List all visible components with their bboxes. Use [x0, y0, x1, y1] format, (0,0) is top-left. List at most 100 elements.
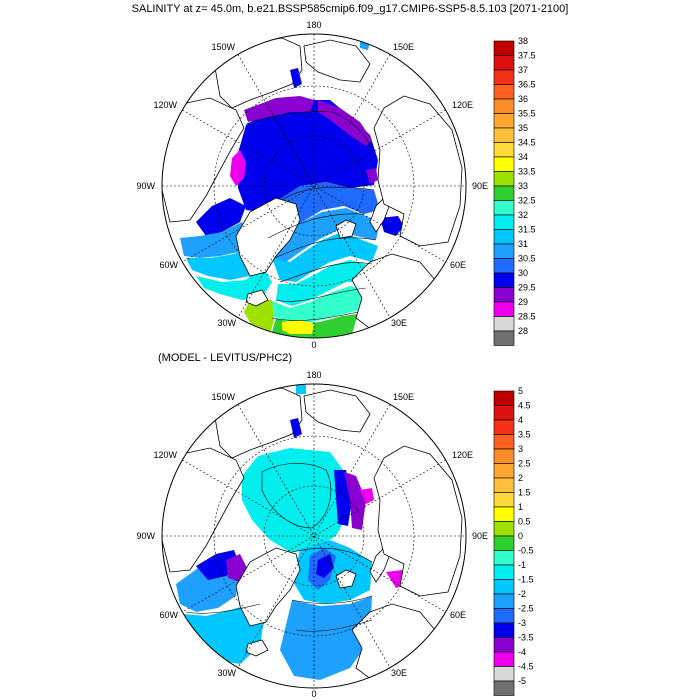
lon-label: 0: [311, 340, 316, 350]
colorbar-label: 36: [518, 94, 528, 104]
field-bering-blue: [290, 68, 302, 88]
colorbar-swatch: [493, 593, 515, 609]
colorbar-label: 30: [518, 268, 528, 278]
land2-svalbard: [335, 569, 357, 589]
map2-fields: [162, 384, 463, 681]
colorbar-swatch: [493, 506, 515, 522]
land-canada: [162, 97, 245, 223]
colorbar-swatch: [493, 55, 515, 71]
map1-longitude-labels: 180 150E 120E 90E 60E 30E 0 30W 60W 90W …: [136, 20, 488, 350]
colorbar-swatch: [493, 419, 515, 435]
colorbar-label: -0.5: [518, 546, 534, 556]
panel2-title: (MODEL - LEVITUS/PHC2): [158, 352, 293, 364]
colorbar-label: 2: [518, 473, 523, 483]
lon-label: 30E: [391, 668, 407, 678]
colorbar-swatch: [493, 243, 515, 259]
colorbar-swatch: [493, 301, 515, 317]
lon-label: 0: [311, 689, 316, 699]
colorbar-swatch: [493, 69, 515, 85]
colorbar-swatch: [493, 405, 515, 421]
field-32.5-33: [270, 286, 366, 322]
colorbar-label: 0: [518, 531, 523, 541]
field-34-34.5: [282, 320, 314, 334]
colorbar-swatch: [493, 477, 515, 493]
colorbar-label: 33: [518, 181, 528, 191]
colorbar-label: 31.5: [518, 225, 536, 235]
colorbar-swatch: [493, 390, 515, 406]
lon-label: 90W: [136, 531, 155, 541]
colorbar-label: -4: [518, 647, 526, 657]
lon-label: 30E: [391, 318, 407, 328]
colorbar-swatch: [493, 127, 515, 143]
colorbar-label: 34: [518, 152, 528, 162]
lon-label: 90E: [472, 531, 488, 541]
colorbar-swatch: [493, 156, 515, 172]
colorbar-label: 35.5: [518, 109, 536, 119]
map2-graticule: [162, 384, 466, 688]
colorbar-label: -1.5: [518, 575, 534, 585]
land2-greenland: [235, 547, 301, 627]
colorbar-label: 34.5: [518, 138, 536, 148]
colorbar-label: 32: [518, 210, 528, 220]
field-diff-minus2.5: [316, 554, 334, 578]
colorbar-label: 1.5: [518, 488, 531, 498]
colorbar-label: 0.5: [518, 517, 531, 527]
colorbar-swatch: [493, 214, 515, 230]
colorbar-swatch: [493, 330, 515, 346]
colorbar-label: -3: [518, 618, 526, 628]
colorbar-label: 28: [518, 326, 528, 336]
colorbar-label: 31: [518, 239, 528, 249]
colorbar-swatch: [493, 564, 515, 580]
lon-label: 180: [306, 370, 321, 380]
colorbar-swatch: [493, 535, 515, 551]
map1-graticule: [162, 34, 466, 338]
colorbar-label: 37: [518, 65, 528, 75]
map2-longitude-labels: 180 150E 120E 90E 60E 30E 0 30W 60W 90W …: [136, 370, 488, 699]
map1-fields: [162, 37, 463, 338]
colorbar-label: 4: [518, 415, 523, 425]
colorbar-label: -3.5: [518, 633, 534, 643]
colorbar-swatch: [493, 622, 515, 638]
colorbar-label: 35: [518, 123, 528, 133]
colorbar-label: 32.5: [518, 196, 536, 206]
lon-label: 150E: [393, 392, 414, 402]
field-diff-bering: [290, 418, 302, 438]
salinity-map: 180 150E 120E 90E 60E 30E 0 30W 60W 90W …: [136, 20, 535, 350]
colorbar-swatch: [493, 40, 515, 56]
colorbar-label: 36.5: [518, 80, 536, 90]
field-diff-minus0.5-minus1: [242, 448, 350, 552]
land2-chukchi: [303, 389, 371, 433]
field-diff-minus1.5-minus2: [280, 596, 372, 680]
colorbar-swatch: [493, 521, 515, 537]
salinity-colorbar: 38 37.5 37 36.5 36 35.5 35 34.5 34 33.5 33 32.5 32 31…: [493, 36, 536, 346]
lon-label: 120W: [153, 450, 177, 460]
colorbar-label: -2: [518, 589, 526, 599]
field-siberian-purple: [366, 168, 378, 184]
colorbar-label: -5: [518, 676, 526, 686]
colorbar-swatch: [493, 666, 515, 682]
colorbar-swatch: [493, 185, 515, 201]
colorbar-swatch: [493, 579, 515, 595]
land2-canada: [162, 447, 245, 573]
colorbar-swatch: [493, 272, 515, 288]
lon-label: 150W: [211, 42, 235, 52]
lon-label: 150W: [211, 392, 235, 402]
field-diff-south-west: [184, 604, 264, 664]
lon-label: 60E: [450, 610, 466, 620]
lon-label: 60E: [450, 260, 466, 270]
colorbar-label: -2.5: [518, 604, 534, 614]
lon-label: 30W: [217, 668, 236, 678]
colorbar-label: -1: [518, 560, 526, 570]
colorbar-label: 38: [518, 36, 528, 46]
lon-label: 120E: [452, 450, 473, 460]
colorbar-label: 3: [518, 444, 523, 454]
colorbar-swatch: [493, 434, 515, 450]
lon-label: 60W: [159, 610, 178, 620]
colorbar-label: 28.5: [518, 312, 536, 322]
colorbar-swatch: [493, 258, 515, 274]
land2-siberia: [373, 445, 463, 597]
map2-contours: [185, 463, 373, 632]
lon-label: 150E: [393, 42, 414, 52]
lon-label: 90W: [136, 181, 155, 191]
colorbar-label: 37.5: [518, 51, 536, 61]
